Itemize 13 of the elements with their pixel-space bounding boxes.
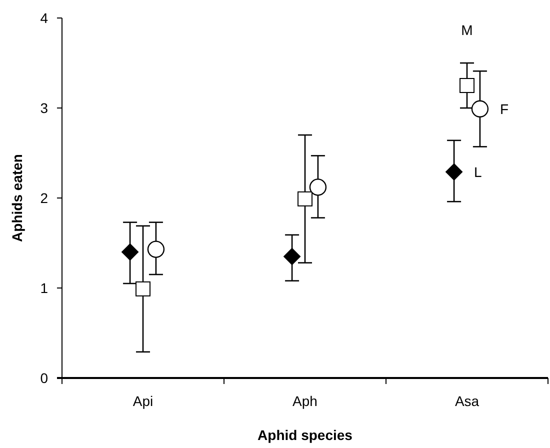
y-tick-label: 1 bbox=[40, 280, 48, 296]
y-tick-label: 2 bbox=[40, 190, 48, 206]
y-axis-title: Aphids eaten bbox=[9, 154, 25, 242]
text: M bbox=[461, 22, 473, 38]
y-tick-label: 3 bbox=[40, 100, 48, 116]
series-label: L bbox=[474, 164, 482, 180]
y-tick-label: 4 bbox=[40, 10, 48, 26]
y-tick-label: 0 bbox=[40, 370, 48, 386]
x-tick-label: Api bbox=[132, 393, 154, 409]
x-axis-title: Aphid species bbox=[258, 427, 353, 443]
series-label: F bbox=[500, 100, 509, 117]
x-tick-label: Asa bbox=[454, 393, 480, 409]
x-tick-label: Aph bbox=[292, 393, 318, 409]
